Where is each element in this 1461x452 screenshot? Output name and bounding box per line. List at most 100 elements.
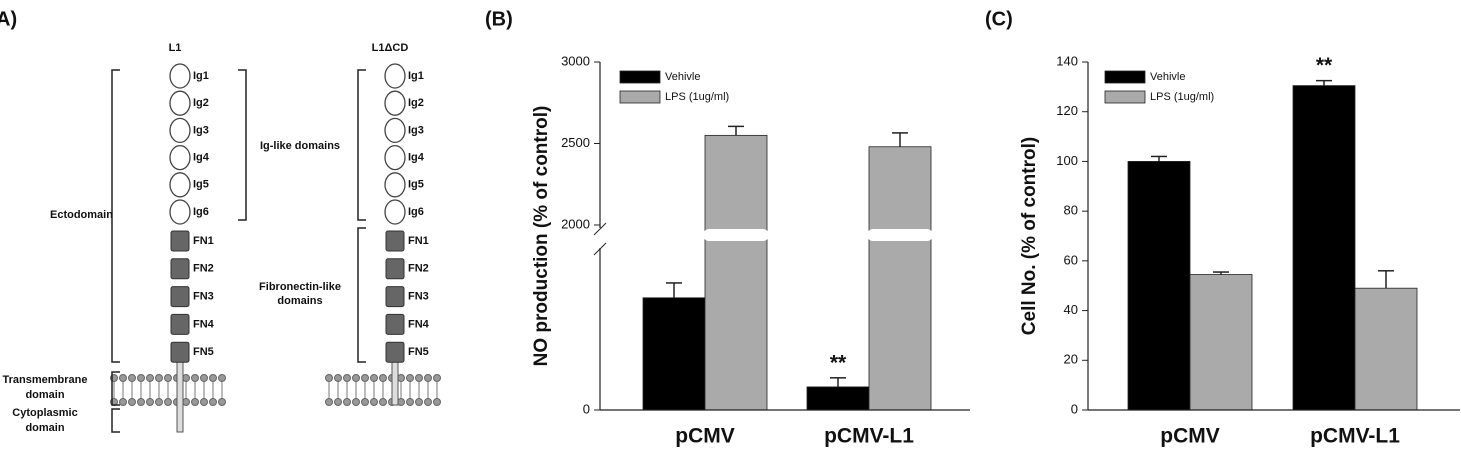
tm-label: Transmembrane <box>3 374 88 386</box>
y-tick-label: 40 <box>1064 302 1078 317</box>
fn-domain <box>170 313 190 335</box>
domain-label: Ig5 <box>408 179 424 191</box>
lipid-head <box>352 398 360 406</box>
lipid-head <box>218 374 226 382</box>
lipid-head <box>415 374 423 382</box>
bar <box>642 297 706 411</box>
lipid-head <box>182 398 190 406</box>
lipid-head <box>379 374 387 382</box>
bracket <box>357 69 366 221</box>
bracket <box>111 69 120 363</box>
axis-break-gap <box>867 229 933 241</box>
lipid-head <box>200 398 208 406</box>
y-tick-label: 140 <box>1056 53 1078 68</box>
lipid-head <box>182 374 190 382</box>
lipid-head <box>406 374 414 382</box>
lipid-head <box>334 398 342 406</box>
ig-domain <box>169 199 191 225</box>
legend-swatch <box>619 70 661 84</box>
legend-label: Vehivle <box>665 71 700 83</box>
lipid-head <box>325 398 333 406</box>
ig-domain <box>169 63 191 89</box>
ig-domain <box>384 199 406 225</box>
legend-swatch <box>619 90 661 104</box>
bar <box>868 146 932 411</box>
lipid-head <box>361 398 369 406</box>
lipid-head <box>397 374 405 382</box>
membrane <box>110 381 230 399</box>
cyto-label: domain <box>25 422 64 434</box>
lipid-head <box>406 398 414 406</box>
lipid-head <box>164 398 172 406</box>
lipid-head <box>379 398 387 406</box>
y-tick-label: 20 <box>1064 352 1078 367</box>
lipid-head <box>370 398 378 406</box>
domain-label: Ig5 <box>193 179 209 191</box>
legend-swatch <box>1104 70 1146 84</box>
legend-label: Vehivle <box>1150 71 1185 83</box>
lipid-head <box>370 374 378 382</box>
x-tick-label: pCMV <box>1160 425 1220 448</box>
domain-label: FN3 <box>193 291 214 303</box>
ecto-label: Ectodomain <box>50 209 113 221</box>
panel-label: A) <box>0 8 17 30</box>
domain-label: FN5 <box>193 346 214 358</box>
x-tick-label: pCMV-L1 <box>1310 425 1400 448</box>
y-axis-title: Cell No. (% of control) <box>1019 137 1040 335</box>
lipid-head <box>361 374 369 382</box>
lipid-head <box>119 374 127 382</box>
ig-domain <box>384 172 406 198</box>
lipid-head <box>209 398 217 406</box>
bar <box>806 386 870 411</box>
construct-name: L1ΔCD <box>372 42 409 54</box>
lipid-head <box>191 398 199 406</box>
y-tick-label: 80 <box>1064 203 1078 218</box>
lipid-head <box>137 374 145 382</box>
y-tick-label: 0 <box>1071 401 1078 416</box>
x-tick-label: pCMV <box>675 425 735 448</box>
domain-label: FN2 <box>408 263 429 275</box>
y-tick-label: 2000 <box>561 216 590 231</box>
ig-domain <box>384 144 406 171</box>
fn-domain <box>385 258 405 280</box>
lipid-head <box>343 398 351 406</box>
lipid-head <box>155 398 163 406</box>
ig-domain <box>169 144 191 171</box>
y-tick-label: 0 <box>583 401 590 416</box>
domain-label: Ig2 <box>408 97 424 109</box>
ig-label: Ig-like domains <box>260 140 340 152</box>
lipid-head <box>352 374 360 382</box>
cyto-label: Cytoplasmic <box>12 407 77 419</box>
ig-domain <box>169 172 191 198</box>
panel-label: (B) <box>485 8 513 30</box>
lipid-head <box>155 374 163 382</box>
fn-domain <box>170 286 190 308</box>
ig-domain <box>169 117 191 144</box>
lipid-head <box>218 398 226 406</box>
y-axis-title: NO production (% of control) <box>531 106 552 367</box>
bar <box>1127 161 1191 411</box>
fn-label: Fibronectin-like <box>259 281 341 293</box>
lipid-head <box>137 398 145 406</box>
lipid-head <box>146 398 154 406</box>
x-tick-label: pCMV-L1 <box>824 425 914 448</box>
lipid-head <box>325 374 333 382</box>
annotation: ** <box>1316 54 1333 77</box>
lipid-head <box>334 374 342 382</box>
lipid-head <box>119 398 127 406</box>
domain-label: Ig3 <box>193 124 209 136</box>
tail <box>176 361 184 433</box>
bracket <box>111 371 120 406</box>
legend-label: LPS (1ug/ml) <box>665 91 729 103</box>
lipid-head <box>415 398 423 406</box>
lipid-head <box>424 398 432 406</box>
ig-domain <box>384 90 406 116</box>
domain-label: FN4 <box>193 318 215 330</box>
fn-domain <box>385 230 405 252</box>
tail <box>391 361 399 406</box>
bracket <box>111 408 120 433</box>
y-tick-label: 3000 <box>561 53 590 68</box>
lipid-head <box>128 374 136 382</box>
tm-label: domain <box>25 389 64 401</box>
domain-label: Ig4 <box>408 152 425 164</box>
